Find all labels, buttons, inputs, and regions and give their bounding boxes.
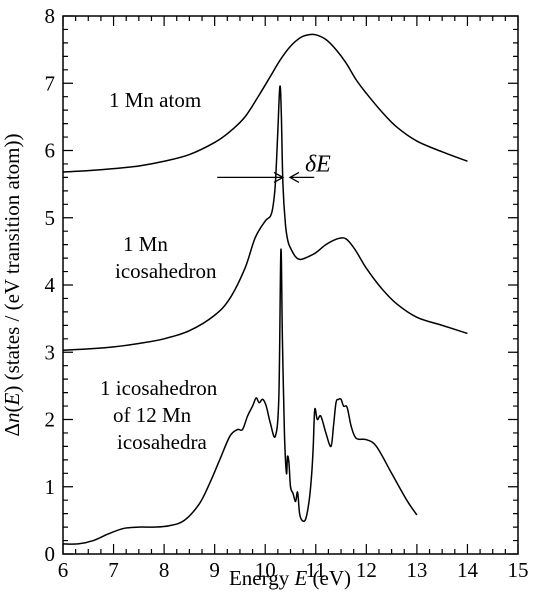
y-tick-label: 2	[45, 408, 56, 432]
curves	[62, 33, 468, 545]
series-curve-1	[62, 33, 468, 173]
x-tick-label: 9	[209, 558, 220, 582]
x-tick-label: 15	[508, 558, 529, 582]
series-curve-3	[62, 248, 418, 545]
y-tick-label: 4	[45, 273, 56, 297]
delta-e-left-arrow	[217, 171, 285, 183]
y-tick-label: 0	[45, 542, 56, 566]
curve-label-3-line-1: 1 icosahedron	[100, 376, 218, 400]
x-tick-label: 12	[356, 558, 377, 582]
delta-e-annotation: δE	[217, 151, 331, 183]
curve-label-3-line-3: icosahedra	[117, 430, 207, 454]
curve-labels: 1 Mn atom 1 Mn icosahedron 1 icosahedron of …	[100, 88, 218, 454]
y-axis-title: Δn(E) (states / (eV transition atom))	[0, 134, 24, 437]
series-curve-2	[62, 85, 468, 351]
y-tick-label: 8	[45, 4, 56, 28]
x-tick-label: 8	[159, 558, 170, 582]
y-tick-labels: 0 1 2 3 4 5 6 7 8	[45, 4, 56, 566]
y-tick-label: 1	[45, 475, 56, 499]
curve-label-1-line-1: 1 Mn atom	[109, 88, 201, 112]
x-tick-label: 10	[255, 558, 276, 582]
x-tick-label: 13	[406, 558, 427, 582]
x-axis-title: Energy E (eV)	[229, 566, 351, 590]
x-tick-label: 14	[457, 558, 479, 582]
y-tick-label: 7	[45, 71, 56, 95]
delta-e-right-arrow	[288, 171, 315, 183]
curve-label-3-line-2: of 12 Mn	[113, 403, 192, 427]
tick-marks	[62, 15, 519, 555]
axis-ticks	[62, 15, 519, 555]
curve-label-2-line-1: 1 Mn	[123, 232, 168, 256]
x-tick-label: 7	[108, 558, 119, 582]
x-tick-label: 6	[58, 558, 69, 582]
y-tick-label: 5	[45, 206, 56, 230]
y-tick-label: 6	[45, 139, 56, 163]
y-tick-label: 3	[45, 340, 56, 364]
x-tick-labels: 6 7 8 9 10 11 12 13 14 15	[58, 558, 529, 582]
delta-e-label: δE	[305, 151, 331, 177]
curve-label-2-line-2: icosahedron	[115, 259, 217, 283]
x-tick-label: 11	[306, 558, 326, 582]
